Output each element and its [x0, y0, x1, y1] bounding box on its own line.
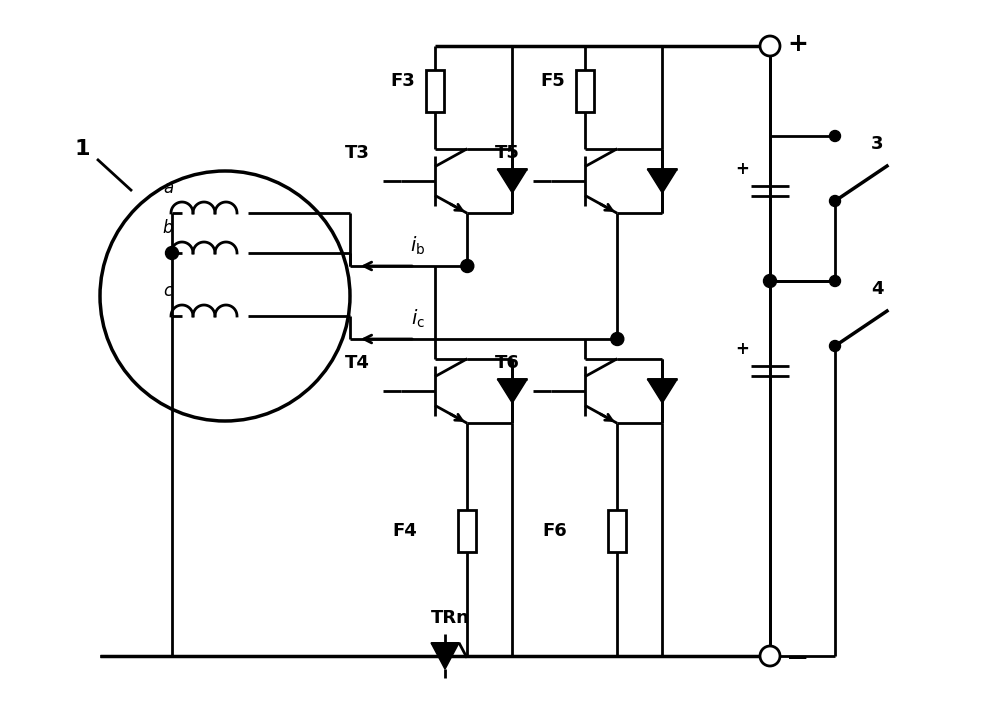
- Circle shape: [760, 646, 780, 666]
- Text: c: c: [163, 282, 173, 300]
- Text: 3: 3: [871, 135, 883, 153]
- Text: T5: T5: [495, 144, 519, 162]
- Polygon shape: [431, 643, 459, 669]
- Text: T6: T6: [495, 354, 519, 372]
- Text: F5: F5: [541, 72, 565, 90]
- Text: −: −: [786, 644, 810, 672]
- Polygon shape: [497, 379, 527, 403]
- Text: T3: T3: [345, 144, 369, 162]
- Text: TRn: TRn: [431, 609, 469, 627]
- Circle shape: [830, 196, 840, 207]
- Circle shape: [611, 332, 624, 346]
- Polygon shape: [647, 169, 677, 193]
- Text: $i_{\rm c}$: $i_{\rm c}$: [411, 308, 425, 330]
- Circle shape: [166, 247, 178, 259]
- Polygon shape: [647, 379, 677, 403]
- Text: F4: F4: [393, 522, 417, 540]
- Circle shape: [764, 275, 776, 287]
- Bar: [608, 510, 626, 552]
- Circle shape: [830, 275, 840, 287]
- Circle shape: [760, 36, 780, 56]
- Text: +: +: [735, 160, 749, 178]
- Polygon shape: [497, 169, 527, 193]
- Text: b: b: [163, 219, 173, 237]
- Circle shape: [830, 341, 840, 351]
- Circle shape: [461, 259, 474, 273]
- Text: F3: F3: [391, 72, 415, 90]
- Text: +: +: [788, 32, 808, 56]
- Text: +: +: [735, 340, 749, 358]
- Bar: [576, 70, 594, 112]
- Text: 1: 1: [74, 139, 90, 159]
- Bar: [426, 70, 444, 112]
- Text: F6: F6: [543, 522, 567, 540]
- Text: 4: 4: [871, 280, 883, 298]
- Text: a: a: [163, 179, 173, 197]
- Circle shape: [830, 130, 840, 142]
- Text: $i_{\rm b}$: $i_{\rm b}$: [410, 235, 426, 257]
- Text: T4: T4: [345, 354, 369, 372]
- Bar: [458, 510, 476, 552]
